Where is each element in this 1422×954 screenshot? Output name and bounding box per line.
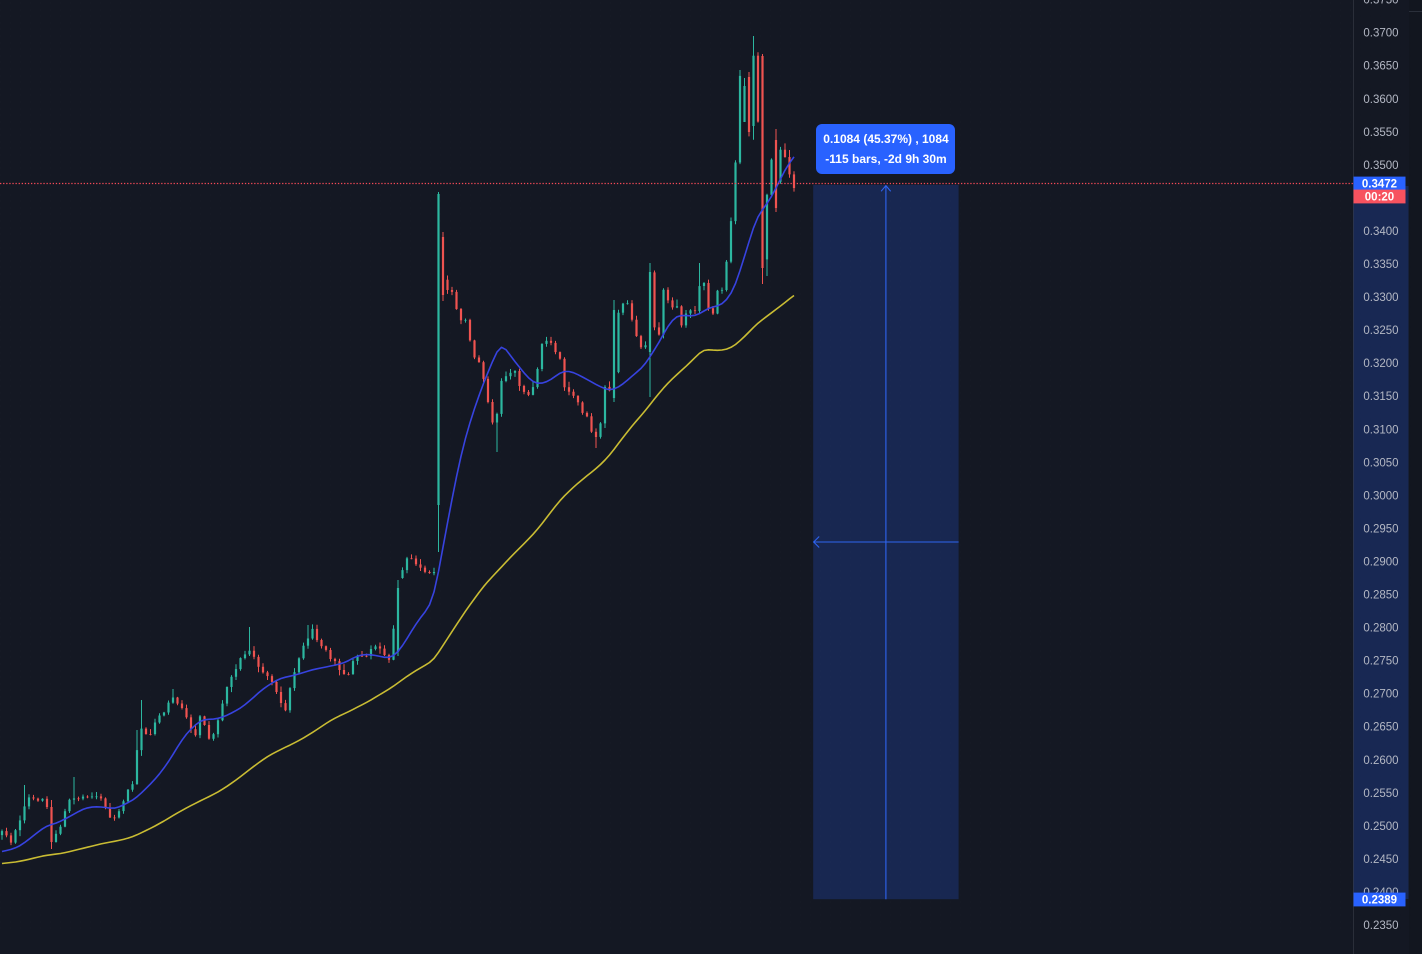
svg-text:0.2600: 0.2600 xyxy=(1363,755,1398,767)
svg-text:0.3550: 0.3550 xyxy=(1363,127,1398,139)
svg-text:0.2389: 0.2389 xyxy=(1362,895,1397,907)
svg-text:0.3600: 0.3600 xyxy=(1363,94,1398,106)
svg-text:0.2850: 0.2850 xyxy=(1363,590,1398,602)
svg-text:-115 bars, -2d 9h 30m: -115 bars, -2d 9h 30m xyxy=(825,152,946,166)
svg-text:0.3200: 0.3200 xyxy=(1363,358,1398,370)
svg-text:0.1084 (45.37%) , 1084: 0.1084 (45.37%) , 1084 xyxy=(823,132,949,146)
svg-text:0.2900: 0.2900 xyxy=(1363,557,1398,569)
svg-text:0.2350: 0.2350 xyxy=(1363,920,1398,932)
svg-text:0.3500: 0.3500 xyxy=(1363,160,1398,172)
svg-text:0.3000: 0.3000 xyxy=(1363,490,1398,502)
svg-text:0.2750: 0.2750 xyxy=(1363,656,1398,668)
svg-text:0.3050: 0.3050 xyxy=(1363,457,1398,469)
svg-text:0.2650: 0.2650 xyxy=(1363,722,1398,734)
svg-text:0.2950: 0.2950 xyxy=(1363,523,1398,535)
svg-text:00:20: 00:20 xyxy=(1365,192,1394,204)
svg-text:0.3250: 0.3250 xyxy=(1363,325,1398,337)
svg-text:0.2450: 0.2450 xyxy=(1363,854,1398,866)
svg-text:0.2800: 0.2800 xyxy=(1363,623,1398,635)
svg-text:0.3750: 0.3750 xyxy=(1363,0,1398,7)
svg-text:0.3150: 0.3150 xyxy=(1363,391,1398,403)
svg-text:0.3100: 0.3100 xyxy=(1363,424,1398,436)
svg-text:0.3700: 0.3700 xyxy=(1363,28,1398,40)
svg-text:0.2700: 0.2700 xyxy=(1363,689,1398,701)
svg-text:0.2550: 0.2550 xyxy=(1363,788,1398,800)
svg-text:0.3400: 0.3400 xyxy=(1363,226,1398,238)
svg-text:0.3300: 0.3300 xyxy=(1363,292,1398,304)
svg-text:0.3350: 0.3350 xyxy=(1363,259,1398,271)
svg-text:0.3472: 0.3472 xyxy=(1362,179,1397,191)
svg-text:0.3650: 0.3650 xyxy=(1363,61,1398,73)
svg-text:0.2500: 0.2500 xyxy=(1363,821,1398,833)
